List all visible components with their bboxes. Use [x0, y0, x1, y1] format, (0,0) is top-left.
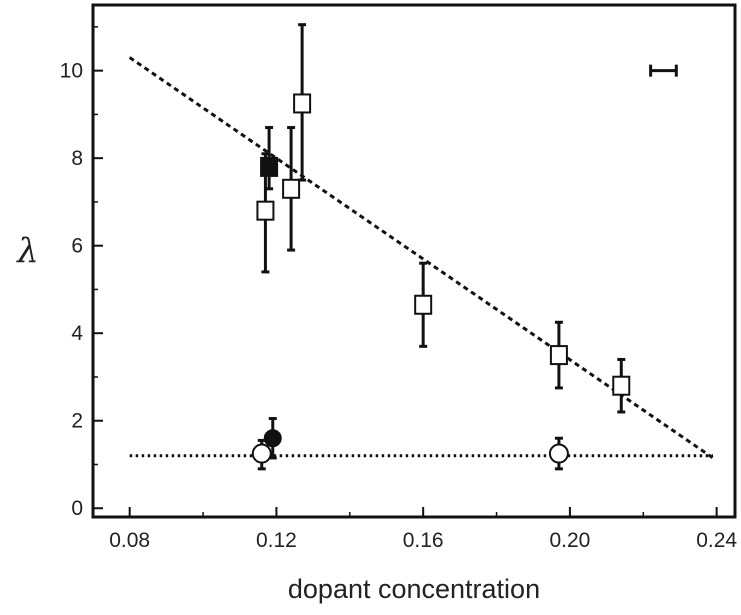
x-axis-title: dopant concentration: [288, 574, 540, 604]
x-tick-label: 0.12: [256, 529, 297, 552]
fit-line-dashed: [128, 56, 714, 460]
data-point-open-square: [293, 93, 312, 114]
y-axis-title: λ: [15, 231, 39, 271]
fit-lines: [128, 56, 714, 460]
data-point-open-square: [256, 200, 275, 221]
data-point-filled-circle: [263, 429, 282, 448]
x-tick-label: 0.24: [696, 529, 737, 552]
y-tick-label: 0: [71, 497, 83, 520]
y-tick-label: 6: [71, 235, 83, 258]
data-point-open-circle: [251, 443, 272, 464]
data-point-open-square: [282, 178, 301, 199]
y-tick-label: 4: [71, 322, 83, 345]
y-tick-label: 10: [60, 60, 83, 83]
data-point-open-square: [612, 375, 631, 396]
data-point-open-circle: [548, 443, 569, 464]
data-point-open-square: [549, 345, 568, 366]
y-ticks: 0 2 4 6 8 10: [60, 26, 103, 520]
data-point-filled-square: [260, 156, 279, 177]
y-tick-label: 2: [71, 410, 83, 433]
x-tick-label: 0.20: [549, 529, 590, 552]
error-bars: [257, 23, 626, 471]
x-tick-label: 0.16: [403, 529, 444, 552]
data-point-open-square: [414, 294, 433, 315]
x-tick-label: 0.08: [109, 529, 150, 552]
y-tick-label: 8: [71, 147, 83, 170]
plot-frame: [91, 3, 737, 519]
x-error-key: [649, 64, 678, 77]
markers: [251, 93, 631, 464]
x-ticks: 0.08 0.12 0.16 0.20 0.24: [109, 507, 737, 552]
